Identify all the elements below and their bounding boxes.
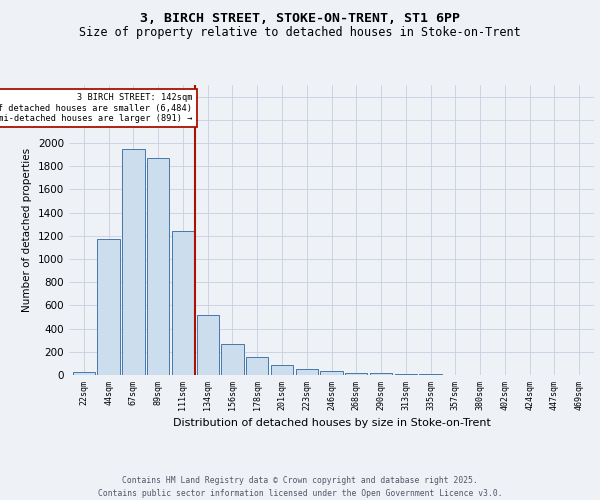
Text: Size of property relative to detached houses in Stoke-on-Trent: Size of property relative to detached ho… xyxy=(79,26,521,39)
Bar xyxy=(221,344,244,375)
Bar xyxy=(345,372,367,375)
Bar xyxy=(197,314,219,375)
Text: Contains public sector information licensed under the Open Government Licence v3: Contains public sector information licen… xyxy=(98,489,502,498)
Bar xyxy=(395,374,417,375)
X-axis label: Distribution of detached houses by size in Stoke-on-Trent: Distribution of detached houses by size … xyxy=(173,418,490,428)
Bar xyxy=(271,365,293,375)
Bar xyxy=(172,231,194,375)
Bar xyxy=(246,357,268,375)
Bar xyxy=(419,374,442,375)
Bar xyxy=(147,158,169,375)
Bar xyxy=(122,149,145,375)
Bar xyxy=(73,372,95,375)
Bar xyxy=(97,238,120,375)
Bar xyxy=(370,374,392,375)
Text: Contains HM Land Registry data © Crown copyright and database right 2025.: Contains HM Land Registry data © Crown c… xyxy=(122,476,478,485)
Bar xyxy=(296,370,318,375)
Bar xyxy=(320,371,343,375)
Y-axis label: Number of detached properties: Number of detached properties xyxy=(22,148,32,312)
Text: 3, BIRCH STREET, STOKE-ON-TRENT, ST1 6PP: 3, BIRCH STREET, STOKE-ON-TRENT, ST1 6PP xyxy=(140,12,460,26)
Text: 3 BIRCH STREET: 142sqm
← 88% of detached houses are smaller (6,484)
12% of semi-: 3 BIRCH STREET: 142sqm ← 88% of detached… xyxy=(0,93,193,123)
